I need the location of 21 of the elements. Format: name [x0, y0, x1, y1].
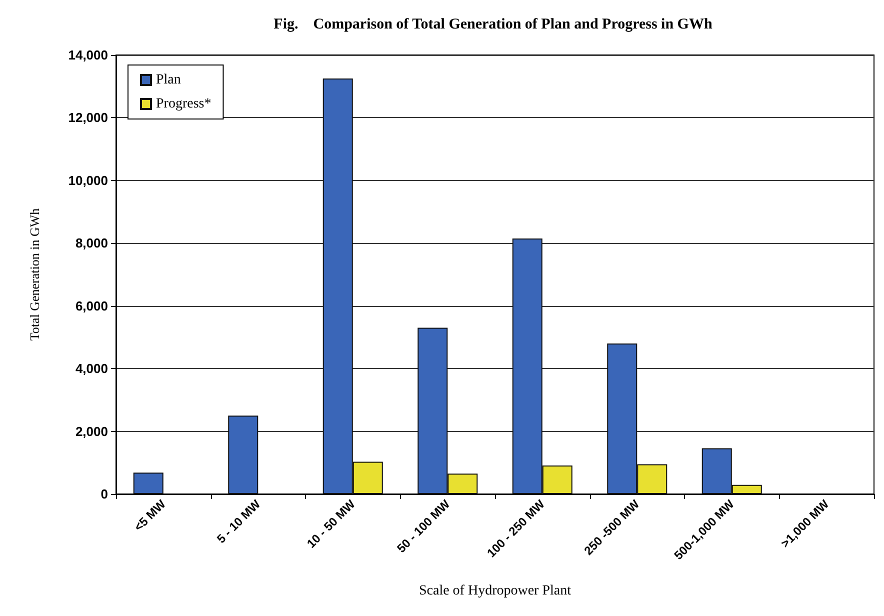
- y-tick-label: 8,000: [75, 236, 108, 251]
- bar: [133, 472, 164, 494]
- x-tick-label: 250 -500 MW: [581, 496, 643, 558]
- x-tick-label: 5 - 10 MW: [214, 496, 264, 546]
- x-tick-label: 50 - 100 MW: [394, 496, 454, 556]
- legend-label: Plan: [156, 72, 181, 88]
- y-tick-label: 10,000: [68, 172, 108, 188]
- y-tick-label: 14,000: [68, 48, 108, 62]
- x-tick-label: <5 MW: [131, 496, 169, 534]
- y-tick-label: 2,000: [75, 424, 108, 439]
- x-tick-label: 10 - 50 MW: [304, 496, 358, 551]
- bar: [228, 416, 258, 494]
- chart-title: Fig. Comparison of Total Generation of Plan and Progress in GWh: [274, 16, 713, 32]
- y-tick-label: 12,000: [68, 110, 108, 126]
- x-axis-title: Scale of Hydropower Plant: [418, 584, 572, 598]
- y-tick-label: 4,000: [75, 361, 108, 376]
- x-tick-label: 100 - 250 MW: [484, 496, 548, 560]
- y-tick-label: 0: [100, 486, 108, 502]
- legend-label: Progress*: [156, 96, 212, 112]
- y-tick-label: 6,000: [75, 298, 108, 314]
- y-axis-title: Total Generation in GWh: [27, 208, 42, 341]
